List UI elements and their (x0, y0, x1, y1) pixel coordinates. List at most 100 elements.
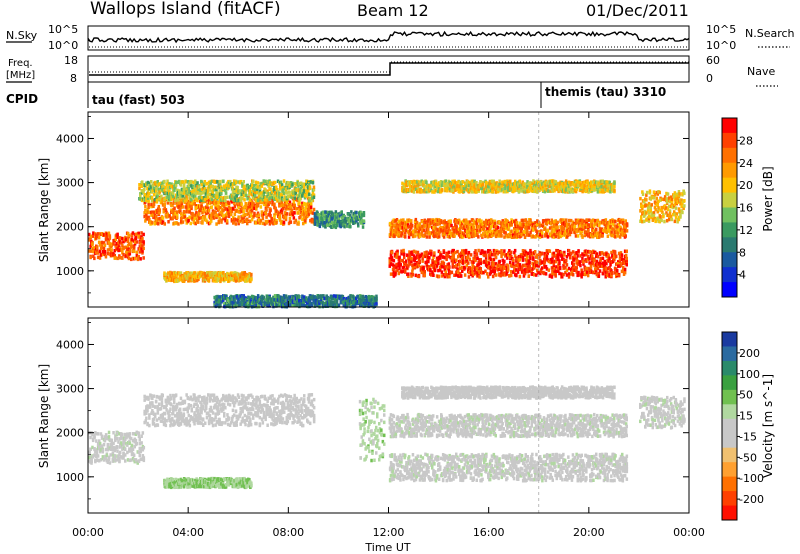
power-cell (239, 195, 243, 200)
power-cell (561, 275, 564, 279)
power-cell (518, 221, 522, 225)
power-cell (595, 266, 598, 271)
power-cell (257, 194, 261, 199)
power-cell (598, 260, 602, 264)
power-cell (296, 206, 299, 211)
power-cell (432, 255, 435, 259)
power-cell (197, 220, 200, 224)
power-cell (280, 208, 284, 212)
power-cell (242, 209, 245, 214)
power-cell (461, 259, 465, 263)
power-cell (175, 201, 178, 205)
power-cell (543, 262, 546, 266)
power-cell (350, 210, 353, 214)
power-cell (525, 227, 529, 231)
power-cell (167, 186, 170, 190)
power-cell (428, 265, 431, 269)
power-cell (487, 249, 490, 253)
power-cell (448, 274, 451, 279)
power-cell (299, 197, 302, 201)
power-cell (477, 262, 480, 267)
power-cell (347, 212, 350, 216)
power-cell (281, 188, 285, 192)
power-cell (203, 214, 207, 219)
power-cell (528, 260, 531, 265)
power-cell (395, 218, 399, 222)
power-cell (313, 212, 317, 216)
power-cell (555, 255, 558, 260)
power-cell (293, 196, 297, 200)
power-cell (614, 235, 617, 239)
power-cell (428, 235, 431, 239)
power-cell (239, 198, 243, 203)
power-cell (400, 252, 403, 256)
power-cell (558, 231, 561, 235)
nsearch-label: N.Search (745, 27, 795, 40)
power-cell (581, 271, 584, 275)
power-cell (302, 191, 305, 196)
power-cell (496, 251, 499, 256)
power-cell (421, 227, 424, 232)
power-cell (227, 272, 230, 277)
power-cell (263, 222, 267, 226)
power-cell (118, 248, 122, 252)
power-cell (251, 183, 254, 188)
power-cell (210, 212, 213, 216)
power-cell (458, 259, 462, 263)
power-cell (464, 221, 467, 226)
power-cell (405, 180, 408, 185)
power-cell (166, 179, 169, 183)
power-cell (264, 211, 268, 216)
power-cell (404, 232, 407, 236)
power-cell (619, 232, 623, 237)
power-cell (360, 219, 364, 223)
power-cell (556, 230, 559, 234)
power-cell (411, 233, 415, 237)
power-cell (597, 223, 601, 228)
power-cell (549, 257, 552, 262)
power-cell (185, 205, 188, 209)
power-cell (309, 218, 312, 223)
power-cell (396, 252, 399, 256)
nave-trace (89, 61, 689, 73)
power-cell (190, 204, 193, 209)
power-cell (214, 185, 217, 190)
power-cell (225, 203, 228, 207)
power-cell (612, 222, 615, 227)
power-cell (349, 224, 352, 229)
cpid-entry-1: tau (fast) 503 (92, 93, 185, 107)
power-cell (280, 220, 284, 224)
power-cell (116, 256, 119, 261)
power-cell (165, 210, 168, 215)
power-cell (533, 273, 536, 277)
power-cell (145, 195, 148, 199)
power-cell (108, 242, 112, 246)
power-cell (280, 183, 284, 187)
power-cell (222, 271, 225, 275)
power-cell (222, 208, 225, 213)
power-cell (475, 265, 479, 270)
power-cell (620, 253, 624, 257)
power-cell (467, 229, 471, 234)
power-cell (523, 235, 527, 239)
power-cell (410, 226, 413, 230)
power-cell (557, 256, 560, 260)
power-cell (144, 219, 147, 223)
power-cell (592, 270, 595, 275)
power-cell (403, 252, 406, 257)
power-cell (516, 260, 520, 264)
power-cell (212, 216, 216, 220)
power-cell (227, 205, 231, 210)
power-cell (197, 214, 200, 218)
power-cell (437, 232, 441, 236)
power-cell (314, 214, 317, 219)
power-cell (235, 209, 239, 213)
power-cell (299, 190, 302, 195)
power-cell (254, 180, 258, 185)
power-cell (491, 266, 495, 270)
power-cell (276, 188, 279, 192)
power-cell (466, 225, 470, 229)
power-cell (176, 188, 179, 193)
power-cell (309, 180, 312, 184)
power-cell (497, 272, 501, 276)
